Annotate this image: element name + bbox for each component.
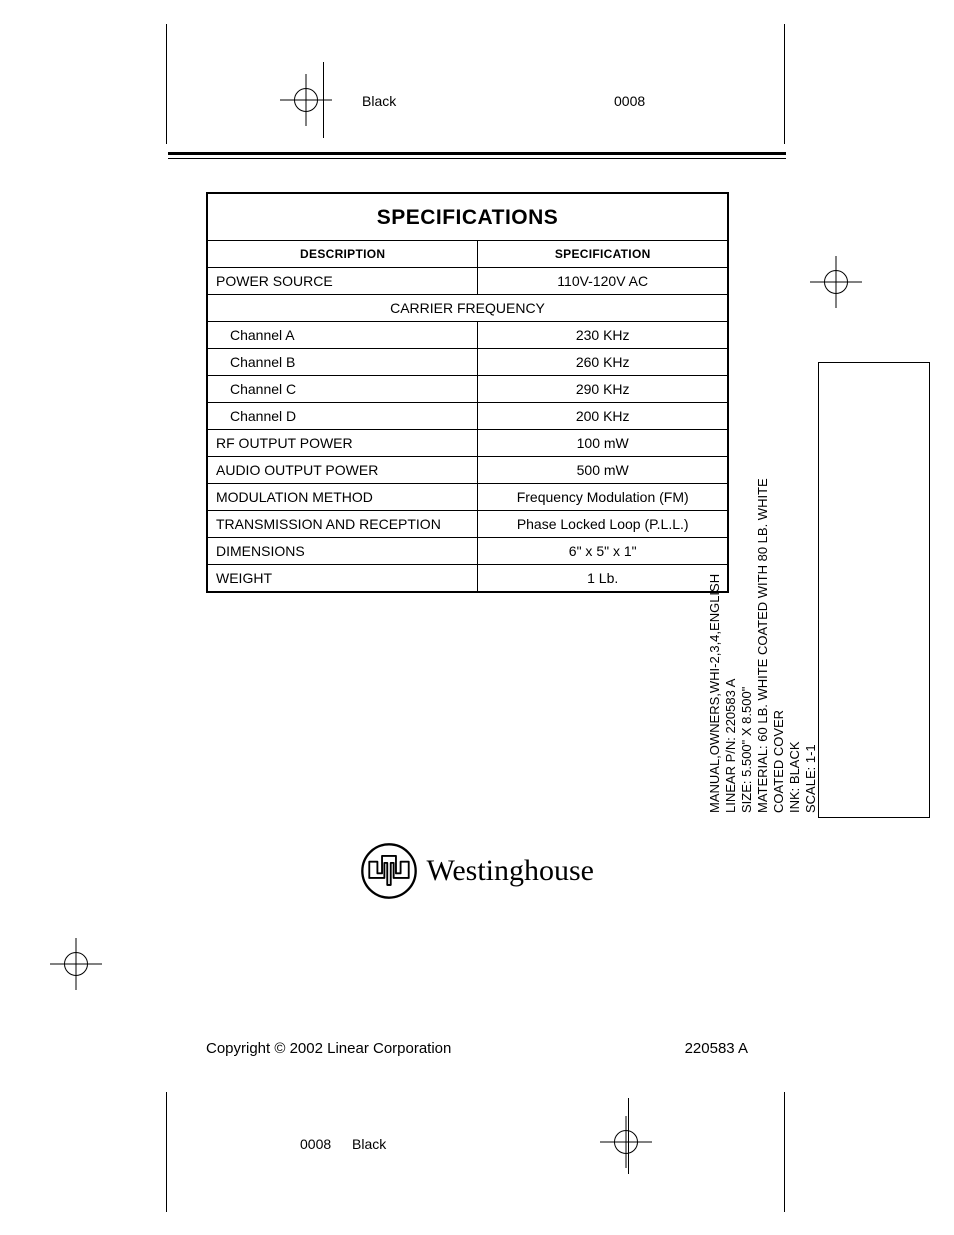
spec-value: 100 mW [478, 430, 728, 457]
registration-mark-icon [58, 946, 94, 982]
crop-line [784, 24, 785, 144]
print-color-label: Black [352, 1136, 386, 1152]
spec-description: TRANSMISSION AND RECEPTION [207, 511, 478, 538]
production-notes-text: MANUAL,OWNERS,WHI-2,3,4,ENGLISH LINEAR P… [707, 478, 819, 813]
table-row: POWER SOURCE110V-120V AC [207, 268, 728, 295]
spec-value: 500 mW [478, 457, 728, 484]
spec-description: Channel B [207, 349, 478, 376]
copyright-text: Copyright © 2002 Linear Corporation [206, 1040, 451, 1057]
westinghouse-mark-icon [360, 842, 418, 900]
table-row: MODULATION METHODFrequency Modulation (F… [207, 484, 728, 511]
spec-value: 290 KHz [478, 376, 728, 403]
table-row: Channel A230 KHz [207, 322, 728, 349]
crop-line [166, 1092, 167, 1212]
brand-logo: Westinghouse [0, 842, 954, 900]
table-row: Channel C290 KHz [207, 376, 728, 403]
spec-description: Channel D [207, 403, 478, 430]
spec-description: MODULATION METHOD [207, 484, 478, 511]
registration-mark-icon [608, 1124, 644, 1160]
spec-description: CARRIER FREQUENCY [207, 295, 728, 322]
spec-description: Channel A [207, 322, 478, 349]
spec-value: 6" x 5" x 1" [478, 538, 728, 565]
production-notes-box: MANUAL,OWNERS,WHI-2,3,4,ENGLISH LINEAR P… [818, 362, 930, 818]
specifications-table: SPECIFICATIONS DESCRIPTION SPECIFICATION… [206, 192, 729, 593]
spec-value: Frequency Modulation (FM) [478, 484, 728, 511]
spec-description: RF OUTPUT POWER [207, 430, 478, 457]
crop-line [784, 1092, 785, 1212]
spec-value: 260 KHz [478, 349, 728, 376]
spec-value: 200 KHz [478, 403, 728, 430]
spec-description: AUDIO OUTPUT POWER [207, 457, 478, 484]
table-row: Channel B260 KHz [207, 349, 728, 376]
print-sheet-number: 0008 [614, 93, 645, 109]
fold-line [628, 1098, 629, 1174]
brand-name: Westinghouse [426, 854, 594, 888]
spec-description: DIMENSIONS [207, 538, 478, 565]
header-rule [168, 152, 786, 155]
table-title: SPECIFICATIONS [207, 193, 728, 241]
page-footer: Copyright © 2002 Linear Corporation 2205… [206, 1040, 748, 1057]
column-header: DESCRIPTION [207, 241, 478, 268]
registration-mark-icon [818, 264, 854, 300]
spec-description: WEIGHT [207, 565, 478, 593]
spec-value: 230 KHz [478, 322, 728, 349]
spec-description: Channel C [207, 376, 478, 403]
spec-description: POWER SOURCE [207, 268, 478, 295]
table-row: TRANSMISSION AND RECEPTIONPhase Locked L… [207, 511, 728, 538]
spec-value: 110V-120V AC [478, 268, 728, 295]
table-row: DIMENSIONS6" x 5" x 1" [207, 538, 728, 565]
table-header-row: DESCRIPTION SPECIFICATION [207, 241, 728, 268]
table-row: WEIGHT1 Lb. [207, 565, 728, 593]
print-sheet-number: 0008 [300, 1136, 331, 1152]
column-header: SPECIFICATION [478, 241, 728, 268]
document-number: 220583 A [685, 1040, 748, 1057]
spec-value: Phase Locked Loop (P.L.L.) [478, 511, 728, 538]
table-row: RF OUTPUT POWER100 mW [207, 430, 728, 457]
print-color-label: Black [362, 93, 396, 109]
table-row: CARRIER FREQUENCY [207, 295, 728, 322]
table-title-row: SPECIFICATIONS [207, 193, 728, 241]
crop-line [166, 24, 167, 144]
header-rule [168, 158, 786, 159]
table-row: AUDIO OUTPUT POWER500 mW [207, 457, 728, 484]
registration-mark-icon [288, 82, 324, 118]
spec-value: 1 Lb. [478, 565, 728, 593]
table-row: Channel D200 KHz [207, 403, 728, 430]
